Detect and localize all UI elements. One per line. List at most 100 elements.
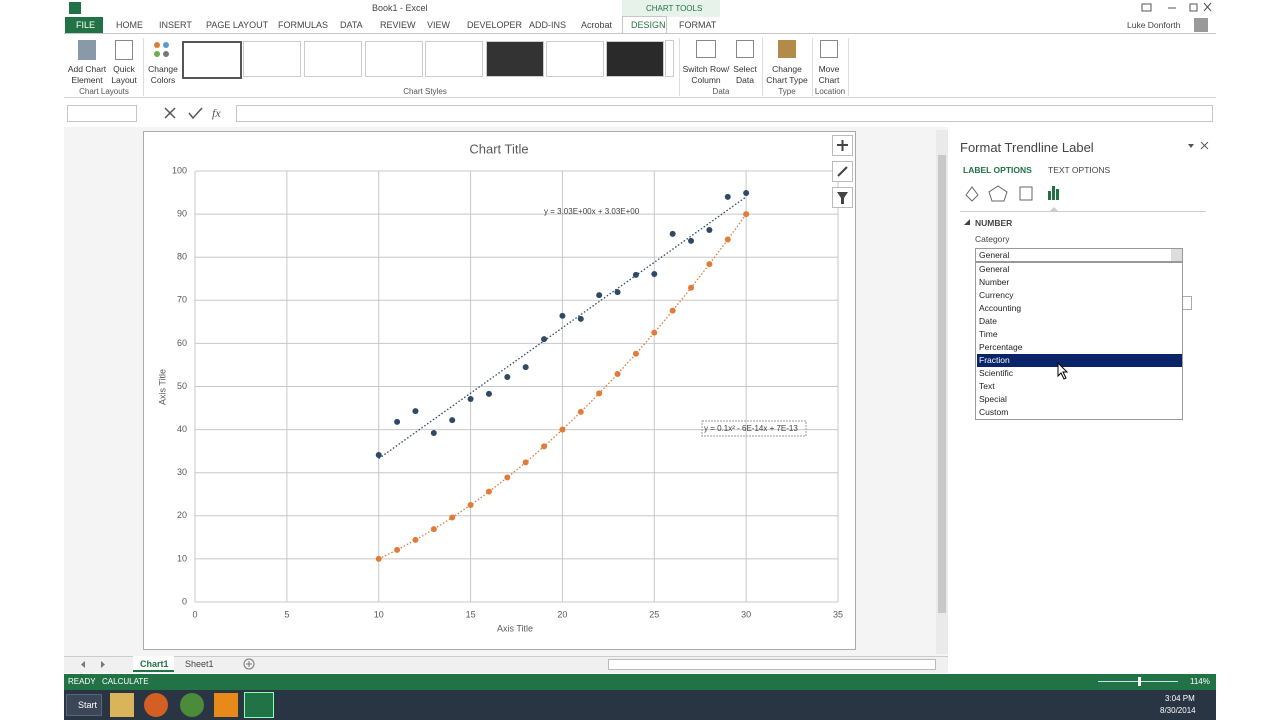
ribbon-tab[interactable]: REVIEW bbox=[380, 20, 416, 30]
h-scrollbar[interactable] bbox=[608, 659, 936, 670]
data-point bbox=[743, 211, 750, 218]
ribbon-tab[interactable]: PAGE LAYOUT bbox=[206, 20, 269, 30]
style-thumb[interactable] bbox=[365, 41, 423, 77]
zoom-thumb[interactable] bbox=[1138, 677, 1141, 686]
dropdown-option-highlighted[interactable]: Fraction bbox=[977, 354, 1182, 367]
ribbon-tab[interactable]: FILE bbox=[76, 20, 96, 30]
start-button[interactable] bbox=[66, 694, 102, 716]
dropdown-option[interactable]: Percentage bbox=[979, 342, 1023, 352]
scroll-thumb[interactable] bbox=[938, 155, 946, 613]
new-sheet[interactable] bbox=[243, 658, 255, 670]
data-point bbox=[669, 307, 676, 314]
dropdown-option[interactable]: Currency bbox=[979, 290, 1014, 300]
section-header[interactable]: NUMBER bbox=[975, 218, 1013, 228]
ribbon-tab[interactable]: DATA bbox=[340, 20, 363, 30]
sheet-tab[interactable]: Chart1 bbox=[140, 659, 169, 669]
ribbon-tab[interactable]: INSERT bbox=[159, 20, 192, 30]
chart-title: Chart Title bbox=[469, 141, 528, 156]
dropdown-option[interactable]: Text bbox=[979, 381, 995, 391]
ribbon-tab[interactable]: VIEW bbox=[427, 20, 451, 30]
ribbon-button[interactable]: Switch Row/ Column bbox=[682, 64, 730, 85]
status-calc[interactable]: CALCULATE bbox=[102, 677, 149, 686]
ribbon-tab[interactable]: Acrobat bbox=[581, 20, 613, 30]
dropdown[interactable] bbox=[975, 248, 1183, 262]
user-name[interactable]: Luke Donforth bbox=[1127, 20, 1181, 30]
ribbon-button[interactable]: Select Data bbox=[733, 64, 757, 85]
trendline bbox=[378, 196, 747, 460]
gallery-scroll[interactable] bbox=[665, 40, 674, 77]
style-thumb[interactable] bbox=[243, 41, 301, 77]
style-thumb[interactable] bbox=[182, 41, 242, 79]
window-controls[interactable] bbox=[1120, 2, 1212, 14]
data-point bbox=[541, 443, 548, 450]
button-icon bbox=[736, 40, 754, 58]
data-point bbox=[651, 271, 658, 278]
ribbon-tab[interactable]: FORMAT bbox=[679, 20, 717, 30]
style-thumb[interactable] bbox=[486, 41, 544, 77]
taskbar-app[interactable] bbox=[110, 693, 134, 717]
ribbon-tab[interactable]: ADD-INS bbox=[529, 20, 567, 30]
ribbon-tab[interactable]: FORMULAS bbox=[278, 20, 329, 30]
chart-area bbox=[143, 131, 856, 650]
y-tick-label: 20 bbox=[177, 510, 187, 520]
dropdown-option[interactable]: Special bbox=[979, 394, 1007, 404]
trendline-label[interactable]: y = 3.03E+00x + 3.03E+00 bbox=[544, 207, 640, 216]
button-icon bbox=[154, 42, 169, 57]
style-thumb[interactable] bbox=[606, 41, 664, 77]
style-thumb[interactable] bbox=[425, 41, 483, 77]
group-label: Type bbox=[778, 87, 796, 96]
ribbon-button[interactable]: Quick Layout bbox=[111, 64, 137, 85]
taskbar-app[interactable] bbox=[214, 693, 238, 717]
collapse-icon[interactable] bbox=[964, 219, 972, 227]
y-axis-title: Axis Title bbox=[157, 369, 167, 405]
x-tick-label: 30 bbox=[741, 609, 751, 619]
formula-input[interactable] bbox=[236, 105, 1213, 122]
dropdown-value[interactable]: General bbox=[979, 250, 1010, 260]
data-point bbox=[688, 237, 695, 244]
taskbar-app[interactable] bbox=[144, 693, 168, 717]
context-tab: CHART TOOLS bbox=[646, 4, 703, 13]
dropdown-option[interactable]: Time bbox=[979, 329, 998, 339]
zoom-level[interactable]: 114% bbox=[1190, 677, 1210, 686]
ribbon-tab-active[interactable]: DESIGN bbox=[631, 20, 666, 30]
formula-buttons[interactable] bbox=[162, 106, 207, 120]
pane-controls[interactable] bbox=[1186, 141, 1210, 151]
taskbar-app-active[interactable] bbox=[244, 692, 274, 718]
group-label: Chart Styles bbox=[403, 87, 447, 96]
ribbon-button[interactable]: Add Chart Element bbox=[67, 64, 107, 85]
sheet-tab[interactable]: Sheet1 bbox=[185, 659, 214, 669]
pane-tab[interactable]: TEXT OPTIONS bbox=[1048, 165, 1111, 175]
style-thumb[interactable] bbox=[546, 41, 604, 77]
dropdown-option[interactable]: Date bbox=[979, 316, 997, 326]
dropdown-option[interactable]: Accounting bbox=[979, 303, 1022, 313]
dropdown-option[interactable]: Scientific bbox=[979, 368, 1014, 378]
hidden-button[interactable] bbox=[1182, 296, 1192, 310]
chart[interactable]: Chart Title Axis Title Axis Title 0 10 20 3… bbox=[143, 131, 856, 650]
dropdown-option[interactable]: Number bbox=[979, 277, 1010, 287]
group-label: Chart Layouts bbox=[79, 87, 129, 96]
ribbon-tab[interactable]: DEVELOPER bbox=[467, 20, 523, 30]
ribbon-button[interactable]: Change Chart Type bbox=[766, 64, 808, 85]
data-point bbox=[375, 452, 382, 459]
start-label[interactable]: Start bbox=[78, 700, 98, 710]
active-tab-bg bbox=[622, 16, 667, 34]
name-box[interactable] bbox=[67, 105, 137, 122]
dropdown-list bbox=[975, 262, 1183, 420]
pane-tab-active[interactable]: LABEL OPTIONS bbox=[963, 165, 1032, 175]
dropdown-arrow[interactable] bbox=[1171, 249, 1182, 261]
trendline-label[interactable]: y = 0.1x² - 6E-14x + 7E-13 bbox=[704, 424, 798, 433]
sheet-nav[interactable] bbox=[78, 660, 108, 670]
fx-button[interactable]: fx bbox=[212, 106, 221, 120]
ribbon-button[interactable]: Change Colors bbox=[148, 64, 178, 85]
dropdown-option[interactable]: Custom bbox=[979, 407, 1009, 417]
pane-icons[interactable] bbox=[962, 183, 1072, 213]
chart-side-buttons[interactable] bbox=[832, 135, 854, 210]
data-point bbox=[632, 271, 639, 278]
active-sheet-bg bbox=[133, 656, 174, 672]
taskbar-app[interactable] bbox=[180, 693, 204, 717]
ribbon-button[interactable]: Move Chart bbox=[818, 64, 840, 85]
ribbon-tab[interactable]: HOME bbox=[116, 20, 143, 30]
style-thumb[interactable] bbox=[304, 41, 362, 77]
dropdown-option[interactable]: General bbox=[979, 264, 1010, 274]
